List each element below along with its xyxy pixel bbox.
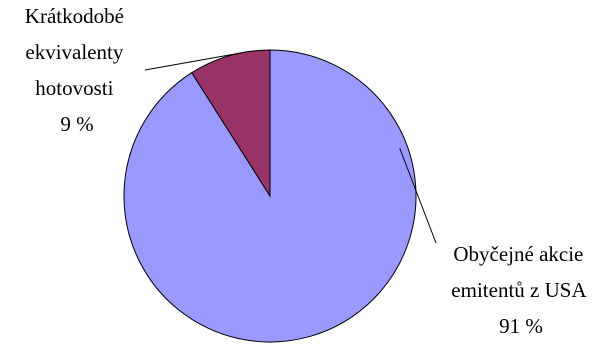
- pie-slices: [123, 49, 417, 343]
- leader-line-us-stocks: [399, 148, 437, 244]
- slice-label-us-stocks-line-2: emitentů z USA: [451, 278, 587, 302]
- slice-label-us-stocks: Obyčejné akcie emitentů z USA 91 %: [451, 242, 590, 338]
- slice-label-us-stocks-line-1: Obyčejné akcie: [453, 242, 583, 266]
- slice-label-cash-line-2: ekvivalenty: [25, 40, 123, 64]
- slice-label-cash-line-1: Krátkodobé: [25, 4, 124, 28]
- slice-value-label-us-stocks: 91 %: [499, 314, 543, 338]
- slice-label-cash: Krátkodobé ekvivalenty hotovosti 9 %: [25, 4, 129, 136]
- leader-lines: [144, 51, 437, 244]
- slice-label-cash-line-3: hotovosti: [35, 76, 113, 100]
- slice-value-label-cash: 9 %: [60, 112, 93, 136]
- leader-line-cash: [144, 51, 248, 71]
- pie-slice-cash: [191, 49, 271, 198]
